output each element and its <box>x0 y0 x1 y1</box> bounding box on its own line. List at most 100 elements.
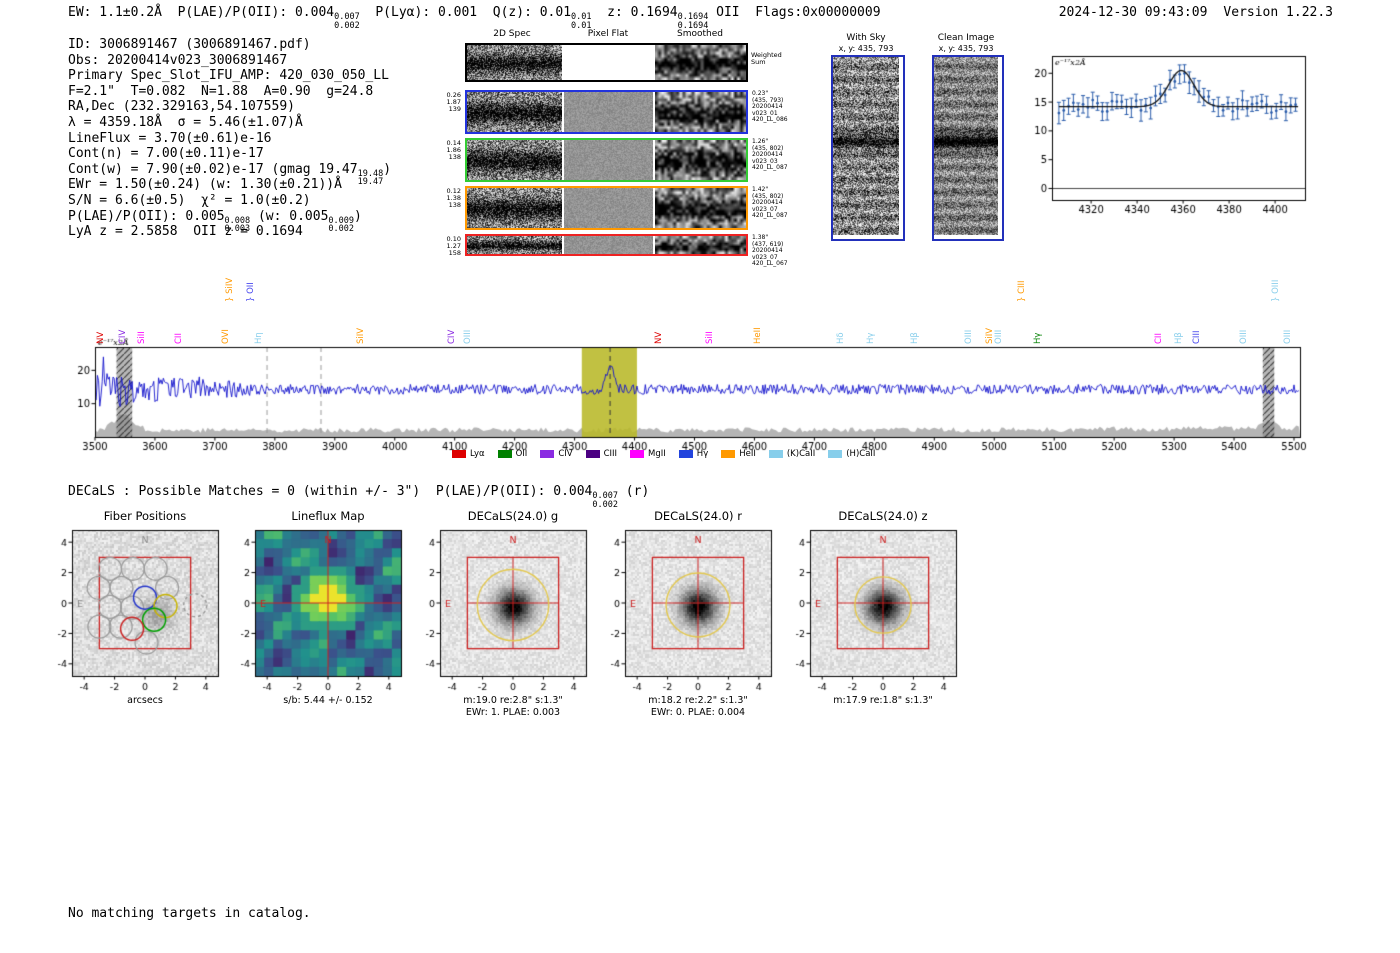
fiber-note: 0.23" (435, 793) 20200414 v023_01 420_LL_086 <box>752 90 788 124</box>
spectrum-line-legend: Lyα OII CIV CIII MgII Hγ HeII (K)CaII (H)CaII <box>452 449 875 459</box>
smoothed-canvas <box>655 45 746 80</box>
fiber-note-line: 1.42" <box>752 186 769 193</box>
info-line: F=2.1" T=0.082 N=1.88 A=0.90 g=24.8 <box>68 84 391 100</box>
text-segment: EWr = 1.50(±0.24) (w: 1.30(±0.21))Å <box>68 177 342 193</box>
spec2d-row <box>465 138 748 182</box>
legend-item: HeII <box>721 449 756 459</box>
legend-label: CIII <box>603 449 618 459</box>
fiber-note-line: (435, 802) <box>752 144 784 152</box>
cutout-caption: m:18.2 re:2.2" s:1.3" <box>648 695 748 706</box>
fiber-note-line: 20200414 <box>752 199 783 207</box>
emission-line-label: Hη <box>253 332 264 344</box>
text-segment: EW: 1.1±0.2Å P(LAE)/P(OII): 0.004 <box>68 5 335 20</box>
fiber-note: 1.26" (435, 802) 20200414 v023_03 420_LL_087 <box>752 138 788 172</box>
emission-line-label: } OIII <box>1271 279 1282 302</box>
legend-item: CIV <box>540 449 573 459</box>
weighted-sum-label: Weighted Sum <box>751 52 782 66</box>
legend-item: CIII <box>585 449 618 459</box>
legend-color-swatch <box>768 450 783 458</box>
emission-line-label: Hδ <box>835 332 846 344</box>
footer-notes: No matching targets in catalog. Row inte… <box>68 875 311 953</box>
fiber-note-line: (435, 793) <box>752 96 784 104</box>
fiber-weight: 1.38 <box>446 194 461 203</box>
emission-line-label: } SiIV <box>225 277 236 302</box>
fiber-note-line: v023_07 <box>752 253 778 261</box>
text-segment: P(LAE)/P(OII): 0.005 <box>68 208 225 224</box>
text-segment: z: 0.1694 <box>591 5 678 20</box>
cutout-title-lineflux-map: Lineflux Map <box>291 509 365 523</box>
with-sky-box <box>831 55 905 241</box>
decals-g-plot <box>408 524 598 696</box>
text-segment: ) <box>354 208 362 224</box>
legend-label: CIV <box>558 449 573 459</box>
cutout-title-fiber-positions: Fiber Positions <box>103 509 187 523</box>
emission-line-label: OIII <box>1283 329 1294 344</box>
fiber-weight-values: 0.26 1.87 139 <box>439 91 461 114</box>
fiber-note: 1.42" (435, 802) 20200414 v023_07 420_LL_087 <box>752 186 788 220</box>
info-line: S/N = 6.6(±0.5) χ² = 1.0(±0.2) <box>68 193 391 209</box>
spec2d-col-label: Smoothed <box>677 29 723 39</box>
legend-color-swatch <box>585 450 600 458</box>
text-segment: ) <box>383 161 392 177</box>
legend-color-swatch <box>497 450 512 458</box>
emission-line-label: CII <box>1153 333 1164 344</box>
info-line: LineFlux = 3.70(±0.61)e-16 <box>68 131 391 147</box>
legend-label: MgII <box>648 449 666 459</box>
legend-item: Lyα <box>452 449 485 459</box>
stacked-hi-lo-value: 0.007 0.002 <box>334 12 360 31</box>
emission-line-label: OVI <box>221 329 232 344</box>
emission-line-label: HeII <box>753 327 764 344</box>
spec2d-strip-canvas <box>467 188 562 228</box>
footer-line: No matching targets in catalog. <box>68 906 311 921</box>
legend-color-swatch <box>828 450 843 458</box>
fiber-weight: 1.27 <box>446 242 461 251</box>
emission-line-label: Hγ <box>1033 332 1044 344</box>
emission-line-label: CII <box>173 333 184 344</box>
report-timestamp: 2024-12-30 09:43:09 <box>1058 5 1208 20</box>
text-segment: λ = 4359.18Å σ = 5.46(±1.07)Å <box>68 114 303 130</box>
weighted-sum-line: Sum <box>751 58 766 66</box>
stacked-hi-lo-value: 0.009 0.002 <box>328 215 355 235</box>
fiber-note-line: 0.23" <box>752 90 769 97</box>
emission-line-label: } OII <box>246 282 257 302</box>
emission-line-label: } CIII <box>1017 280 1028 302</box>
text-segment: Cont(n) = 7.00(±0.11)e-17 <box>68 146 264 162</box>
legend-item: (K)CaII <box>768 449 815 459</box>
info-line: λ = 4359.18Å σ = 5.46(±1.07)Å <box>68 115 391 131</box>
cutout-caption: EWr: 1. PLAE: 0.003 <box>465 707 561 718</box>
cutout-title-decals-r: DECaLS(24.0) r <box>654 509 742 523</box>
clean-image-coords: x, y: 435, 793 <box>938 44 994 53</box>
smoothed-canvas <box>655 236 746 254</box>
emission-line-label: Hβ <box>1174 332 1185 344</box>
fiber-weight-values: 0.14 1.86 138 <box>439 139 461 162</box>
emission-line-label: SiII <box>136 331 147 344</box>
fiber-note-line: v023_03 <box>752 157 778 165</box>
smoothed-canvas <box>655 92 746 132</box>
smoothed-canvas <box>655 188 746 228</box>
cutout-caption: m:17.9 re:1.8" s:1.3" <box>833 695 933 706</box>
emission-line-label: SiIV <box>355 327 366 344</box>
info-line: Cont(w) = 7.90(±0.02)e-17 (gmag 19.47 19.… <box>68 161 392 187</box>
fiber-weight-values: 0.12 1.38 138 <box>439 187 461 210</box>
report-version: Version 1.22.3 <box>1223 5 1333 20</box>
legend-label: Hγ <box>696 449 709 459</box>
emission-line-label: NV <box>96 331 107 344</box>
fiber-weight: 0.12 <box>446 187 461 195</box>
decals-match-summary: DECaLS : Possible Matches = 0 (within +/… <box>68 484 649 509</box>
with-sky-coords: x, y: 435, 793 <box>838 44 894 53</box>
with-sky-title: With Sky <box>846 33 886 43</box>
spec2d-col-label: Pixel Flat <box>587 29 629 39</box>
fiber-positions-plot <box>40 524 230 696</box>
fiber-note-line: 420_LL_067 <box>752 260 788 268</box>
fiber-note-line: 20200414 <box>752 247 783 255</box>
emission-line-label: NV <box>654 331 665 344</box>
fiber-weight: 138 <box>448 153 461 162</box>
legend-label: Lyα <box>470 449 485 459</box>
legend-label: HeII <box>739 449 756 459</box>
text-segment: ID: 3006891467 (3006891467.pdf) <box>68 37 311 52</box>
clean-image-title: Clean Image <box>937 33 995 43</box>
clean-image-box <box>932 55 1004 241</box>
text-segment: Cont(w) = 7.90(±0.02)e-17 (gmag 19.47 <box>68 161 358 177</box>
legend-color-swatch <box>721 450 736 458</box>
